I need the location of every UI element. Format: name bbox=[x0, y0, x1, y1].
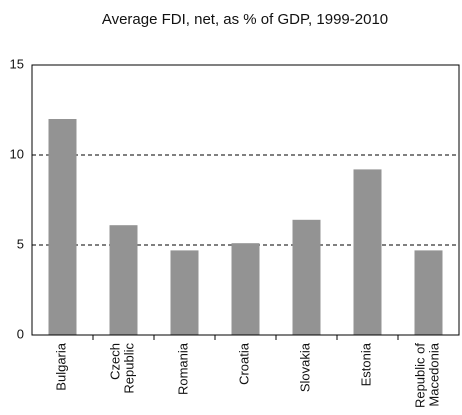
x-tick-label: Estonia bbox=[359, 342, 374, 386]
x-tick-label: Bulgaria bbox=[54, 342, 69, 390]
x-tick-label: CzechRepublic bbox=[108, 343, 137, 394]
plot-frame bbox=[31, 64, 460, 336]
bar bbox=[231, 243, 260, 335]
bar bbox=[170, 250, 199, 335]
y-tick-label: 15 bbox=[10, 56, 24, 71]
bar bbox=[48, 119, 77, 335]
bar bbox=[109, 225, 138, 335]
x-tick-label: Romania bbox=[176, 342, 191, 395]
bar bbox=[353, 169, 382, 335]
x-tick-label: Croatia bbox=[237, 342, 252, 385]
y-tick-label: 0 bbox=[17, 326, 24, 341]
x-tick-label: Republic ofMacedonia bbox=[413, 342, 442, 408]
bar bbox=[292, 219, 321, 335]
y-tick-label: 5 bbox=[17, 236, 24, 251]
y-tick-label: 10 bbox=[10, 146, 24, 161]
chart-title: Average FDI, net, as % of GDP, 1999-2010 bbox=[102, 11, 388, 28]
x-tick-label: Slovakia bbox=[298, 342, 313, 392]
bar bbox=[414, 250, 443, 335]
